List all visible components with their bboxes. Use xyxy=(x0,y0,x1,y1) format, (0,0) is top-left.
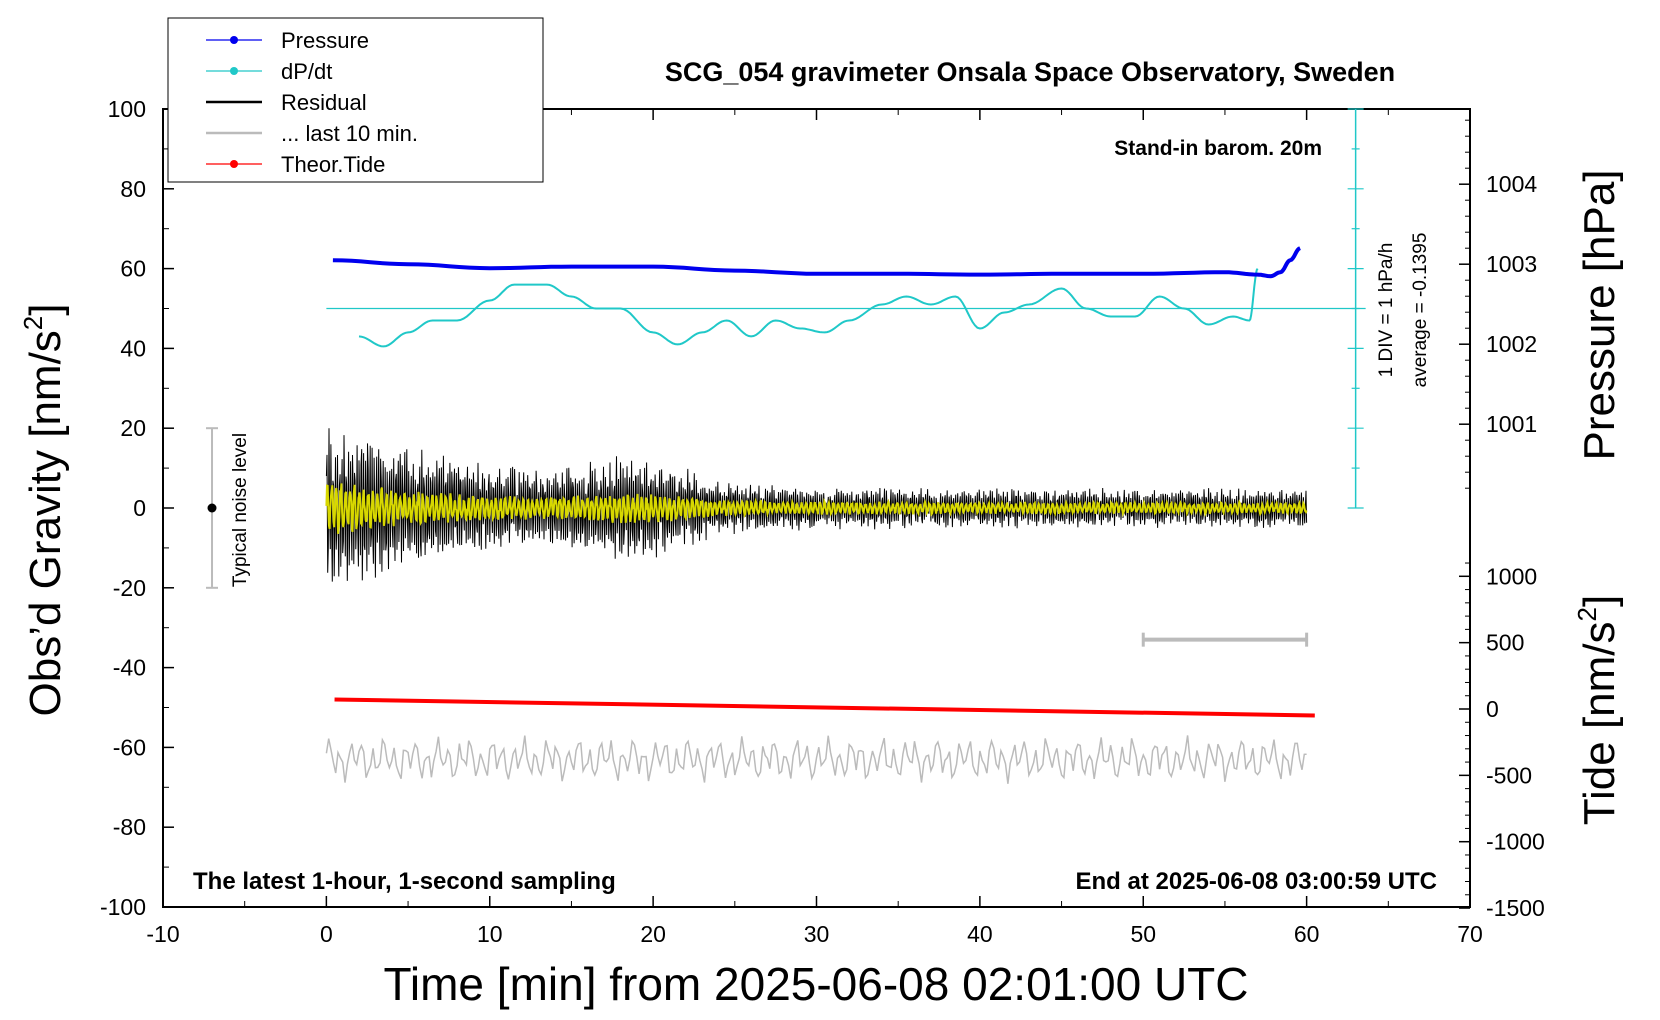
legend-label: dP/dt xyxy=(281,59,332,84)
x-tick-label: 20 xyxy=(640,921,666,947)
legend-marker xyxy=(230,36,238,44)
tide-tick-label: 1000 xyxy=(1486,563,1537,589)
noise-bar-center-dot xyxy=(207,503,217,513)
y-tick-label: 0 xyxy=(133,495,146,521)
legend-label: Pressure xyxy=(281,28,369,53)
pressure-tick-label: 1003 xyxy=(1486,251,1537,277)
y-tick-label: 40 xyxy=(120,335,146,361)
last-10-min-series-line xyxy=(325,735,1307,784)
y-tick-label: -80 xyxy=(113,814,146,840)
y-tick-label: 100 xyxy=(108,96,146,122)
tide-tick-label: -500 xyxy=(1486,762,1532,788)
legend-label: ... last 10 min. xyxy=(281,121,418,146)
series-layer xyxy=(206,108,1366,784)
barometer-annotation: Stand-in barom. 20m xyxy=(1114,137,1322,160)
x-tick-label: 0 xyxy=(320,921,333,947)
legend-box xyxy=(167,17,544,183)
legend-marker xyxy=(230,67,238,75)
noise-level-label: Typical noise level xyxy=(230,433,251,587)
x-tick-label: 40 xyxy=(967,921,993,947)
y-tick-label: -40 xyxy=(113,655,146,681)
y-tick-label: -100 xyxy=(100,894,146,920)
pressure-series-line xyxy=(332,246,1301,279)
y-tick-label: 20 xyxy=(120,415,146,441)
pressure-tick-label: 1004 xyxy=(1486,171,1537,197)
y-axis-title-sup: 2 xyxy=(18,316,48,330)
chart-title: SCG_054 gravimeter Onsala Space Observat… xyxy=(665,57,1395,87)
tide-axis-title-main: Tide [nm/s xyxy=(1575,621,1624,825)
y-tick-label: 80 xyxy=(120,176,146,202)
tide-axis-title: Tide [nm/s2] xyxy=(1572,595,1624,825)
y-axis-title-main: Obs’d Gravity [nm/s xyxy=(21,330,70,716)
y-tick-label: 60 xyxy=(120,256,146,282)
legend-label: Residual xyxy=(281,90,367,115)
end-time-annotation: End at 2025-06-08 03:00:59 UTC xyxy=(1076,868,1438,895)
tide-tick-label: 500 xyxy=(1486,630,1524,656)
dpdt-average-label: average = -0.1395 xyxy=(1410,233,1431,388)
x-tick-label: 10 xyxy=(477,921,503,947)
pressure-tick-label: 1001 xyxy=(1486,411,1537,437)
x-tick-label: 60 xyxy=(1294,921,1320,947)
y-axis-title: Obs’d Gravity [nm/s2] xyxy=(18,303,70,716)
legend-label: Theor.Tide xyxy=(281,152,385,177)
tide-axis-title-end: ] xyxy=(1575,595,1624,607)
x-tick-label: 30 xyxy=(804,921,830,947)
y-tick-label: -20 xyxy=(113,575,146,601)
dpdt-series-line xyxy=(358,268,1259,348)
tide-axis-title-sup: 2 xyxy=(1572,607,1602,621)
y-tick-label: -60 xyxy=(113,734,146,760)
tide-tick-label: -1000 xyxy=(1486,829,1545,855)
x-tick-label: -10 xyxy=(146,921,179,947)
latest-hour-annotation: The latest 1-hour, 1-second sampling xyxy=(193,868,616,895)
x-tick-label: 70 xyxy=(1457,921,1483,947)
tide-series-line xyxy=(334,697,1315,718)
axis-ticks: -10 0 10 20 30 40 50 60 70100806040200-20-40-60-… xyxy=(100,96,1545,947)
x-tick-label: 50 xyxy=(1130,921,1156,947)
pressure-tick-label: 1002 xyxy=(1486,331,1537,357)
tide-tick-label: -1500 xyxy=(1486,895,1545,921)
legend-marker xyxy=(230,160,238,168)
y-axis-title-end: ] xyxy=(21,303,70,315)
residual-smoothed-line xyxy=(325,483,1308,534)
pressure-axis-title: Pressure [hPa] xyxy=(1575,169,1624,460)
x-axis-title: Time [min] from 2025-06-08 02:01:00 UTC xyxy=(384,958,1249,1010)
legend: Pressure dP/dt Residual ... last 10 min. The… xyxy=(167,17,544,183)
tide-tick-label: 0 xyxy=(1486,696,1499,722)
dpdt-div-label: 1 DIV = 1 hPa/h xyxy=(1376,243,1397,378)
